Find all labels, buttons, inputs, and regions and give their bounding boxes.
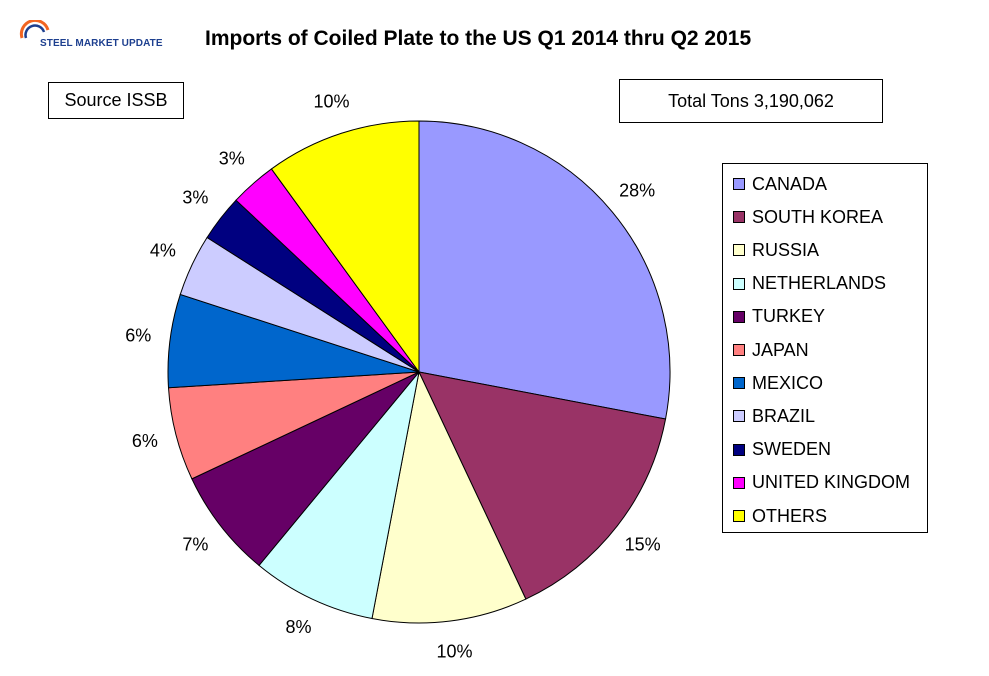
total-tons-value: 3,190,062 xyxy=(753,90,834,111)
pie-slice-russia xyxy=(371,370,527,624)
legend-swatch xyxy=(733,443,745,456)
data-label-turkey: 7% xyxy=(182,534,208,554)
data-label-others: 10% xyxy=(313,92,349,112)
legend-swatch xyxy=(733,277,745,290)
pie-slice-south-korea xyxy=(418,371,667,600)
legend-swatch xyxy=(733,510,745,522)
legend-swatch xyxy=(733,476,745,489)
legend-label: OTHERS xyxy=(752,505,828,526)
logo: STEEL MARKET UPDATE xyxy=(18,20,168,54)
data-label-canada: 28% xyxy=(619,180,655,200)
pie-slice-canada xyxy=(418,120,671,420)
data-label-sweden: 3% xyxy=(182,187,208,207)
data-label-mexico: 6% xyxy=(125,325,151,345)
legend-item-sweden: SWEDEN xyxy=(733,438,831,462)
legend-item-canada: CANADA xyxy=(733,172,827,196)
data-label-united-kingdom: 3% xyxy=(219,148,245,168)
legend-label: NETHERLANDS xyxy=(752,273,887,294)
legend-label: SWEDEN xyxy=(752,439,832,460)
legend-label: RUSSIA xyxy=(752,239,820,260)
source-box: Source ISSB xyxy=(48,82,184,119)
legend-label: SOUTH KOREA xyxy=(752,206,884,227)
legend-item-turkey: TURKEY xyxy=(733,305,825,329)
legend-swatch xyxy=(733,211,745,224)
source-label: Source ISSB xyxy=(64,90,168,110)
legend-item-russia: RUSSIA xyxy=(733,238,819,262)
legend-item-south-korea: SOUTH KOREA xyxy=(733,205,883,229)
legend-item-japan: JAPAN xyxy=(733,338,809,362)
legend-label: CANADA xyxy=(752,173,828,194)
pie-slice-others xyxy=(270,120,420,374)
legend-swatch xyxy=(733,310,745,323)
legend-label: MEXICO xyxy=(752,372,824,393)
chart-legend: CANADA SOUTH KOREA RUSSIA NETHERLANDS TURKEY… xyxy=(722,163,928,533)
data-label-netherlands: 8% xyxy=(285,617,311,637)
legend-item-brazil: BRAZIL xyxy=(733,404,815,428)
pie-labels: 28% 15% 10% 8% 7% 6% 6% 4% 3% 3% 10% xyxy=(125,92,660,662)
legend-swatch xyxy=(733,344,745,356)
legend-swatch xyxy=(733,178,745,190)
legend-item-others: OTHERS xyxy=(733,504,827,528)
legend-item-mexico: MEXICO xyxy=(733,371,823,395)
pie-slice-netherlands xyxy=(258,371,420,620)
legend-label: UNITED KINGDOM xyxy=(752,472,911,493)
data-label-south-korea: 15% xyxy=(625,534,661,554)
logo-text: STEEL MARKET UPDATE xyxy=(40,38,163,49)
legend-swatch xyxy=(733,410,745,423)
legend-swatch xyxy=(733,377,745,390)
total-tons-label: Total Tons xyxy=(668,90,749,111)
legend-swatch xyxy=(733,244,745,257)
legend-item-united-kingdom: UNITED KINGDOM xyxy=(733,471,910,495)
legend-label: TURKEY xyxy=(752,306,826,327)
legend-label: JAPAN xyxy=(752,339,809,360)
total-tons-box: Total Tons 3,190,062 xyxy=(619,79,883,123)
data-label-russia: 10% xyxy=(436,642,472,662)
data-label-brazil: 4% xyxy=(150,240,176,260)
pie-slice-turkey xyxy=(191,371,420,567)
logo-swoosh-icon xyxy=(19,20,50,39)
legend-label: BRAZIL xyxy=(752,405,816,426)
chart-title: Imports of Coiled Plate to the US Q1 201… xyxy=(205,27,752,50)
pie-slices xyxy=(167,120,671,624)
data-label-japan: 6% xyxy=(132,431,158,451)
legend-item-netherlands: NETHERLANDS xyxy=(733,272,886,296)
